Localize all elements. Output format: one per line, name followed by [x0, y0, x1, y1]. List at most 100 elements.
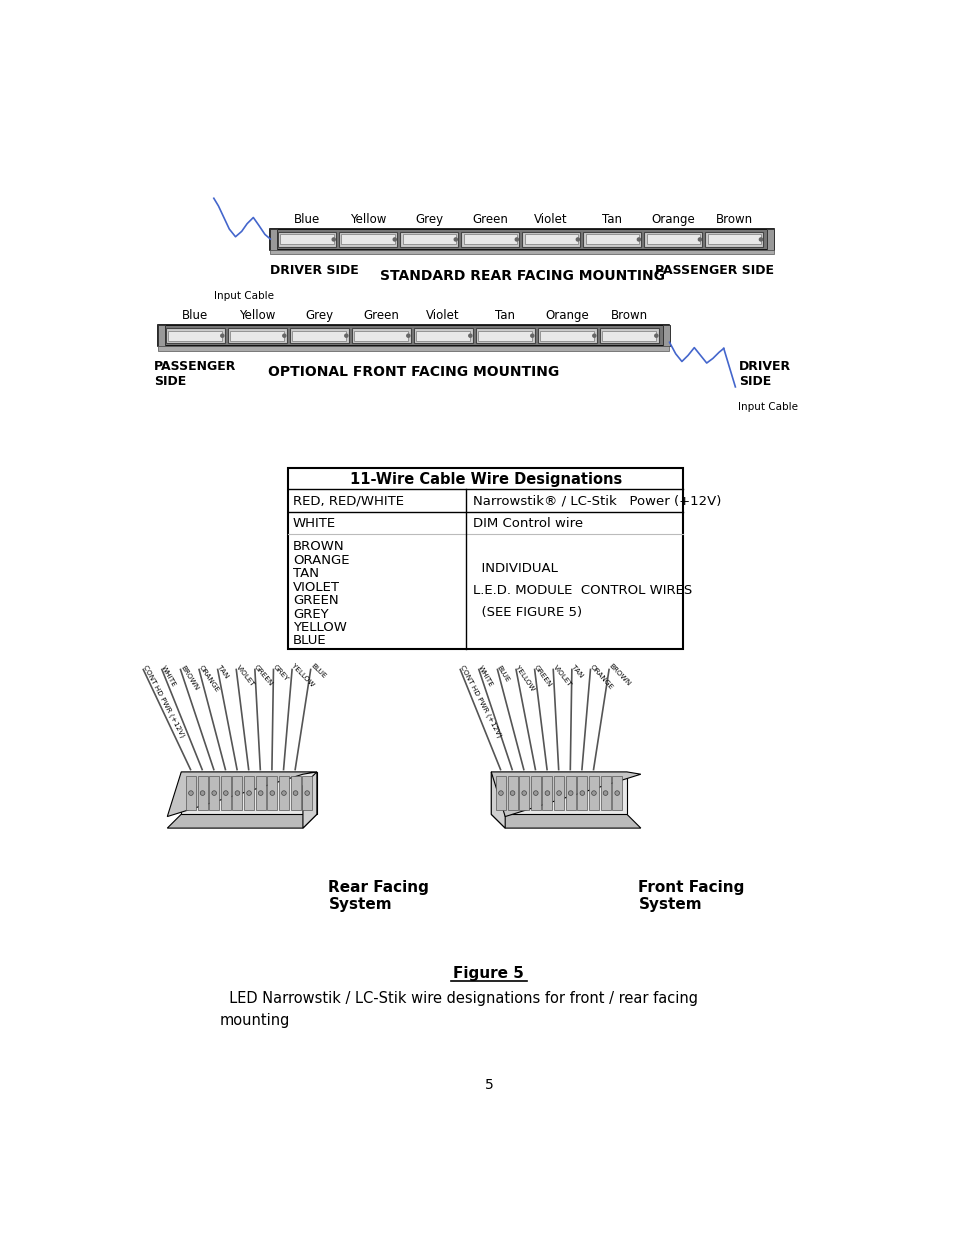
Bar: [565, 776, 575, 810]
Bar: [209, 776, 219, 810]
Text: LED Narrowstik / LC-Stik wire designations for front / rear facing
mounting: LED Narrowstik / LC-Stik wire designatio…: [220, 990, 698, 1028]
Text: Input Cable: Input Cable: [737, 401, 797, 411]
Text: Orange: Orange: [545, 309, 588, 322]
Circle shape: [270, 790, 274, 795]
Circle shape: [332, 238, 335, 241]
Text: CONT HD PWR (+12V): CONT HD PWR (+12V): [458, 664, 502, 739]
Bar: [612, 776, 621, 810]
Bar: [158, 325, 165, 346]
Text: BLUE: BLUE: [309, 663, 326, 680]
Bar: [463, 235, 517, 245]
Circle shape: [592, 335, 596, 337]
Bar: [354, 331, 408, 341]
Text: VIOLET: VIOLET: [551, 663, 572, 688]
Bar: [290, 329, 348, 343]
Circle shape: [223, 790, 228, 795]
Circle shape: [521, 790, 526, 795]
Text: ORANGE: ORANGE: [588, 663, 614, 690]
Circle shape: [579, 790, 584, 795]
Text: CONT HD PWR (+12V): CONT HD PWR (+12V): [142, 664, 185, 739]
Text: TAN: TAN: [216, 663, 229, 679]
Text: GREY: GREY: [293, 608, 328, 620]
Bar: [255, 776, 266, 810]
Bar: [402, 235, 456, 245]
Circle shape: [568, 790, 573, 795]
Text: Rear Facing
System: Rear Facing System: [328, 879, 429, 913]
Text: STANDARD REAR FACING MOUNTING: STANDARD REAR FACING MOUNTING: [379, 269, 664, 283]
Circle shape: [293, 790, 297, 795]
Bar: [399, 232, 457, 247]
Bar: [233, 776, 242, 810]
Circle shape: [344, 335, 348, 337]
Bar: [270, 249, 773, 254]
Polygon shape: [491, 814, 640, 829]
Text: DIM Control wire: DIM Control wire: [472, 517, 582, 530]
Bar: [524, 235, 578, 245]
Text: OPTIONAL FRONT FACING MOUNTING: OPTIONAL FRONT FACING MOUNTING: [268, 364, 558, 379]
Bar: [601, 331, 656, 341]
Text: Blue: Blue: [294, 212, 320, 226]
Bar: [646, 235, 700, 245]
Bar: [302, 776, 312, 810]
Circle shape: [468, 335, 472, 337]
Bar: [278, 232, 335, 247]
Circle shape: [406, 335, 410, 337]
Text: TAN: TAN: [570, 663, 583, 678]
Bar: [477, 331, 532, 341]
Text: Input Cable: Input Cable: [213, 290, 274, 300]
Bar: [352, 329, 410, 343]
Circle shape: [247, 790, 252, 795]
Circle shape: [530, 335, 534, 337]
Text: Violet: Violet: [426, 309, 459, 322]
Circle shape: [454, 238, 456, 241]
Bar: [554, 776, 563, 810]
Bar: [599, 776, 610, 810]
Bar: [158, 325, 669, 346]
Circle shape: [544, 790, 549, 795]
Bar: [168, 331, 222, 341]
Text: 11-Wire Cable Wire Designations: 11-Wire Cable Wire Designations: [350, 472, 621, 488]
Bar: [704, 232, 762, 247]
Polygon shape: [167, 772, 316, 816]
Text: Green: Green: [363, 309, 398, 322]
Text: TAN: TAN: [293, 567, 318, 580]
Bar: [577, 776, 587, 810]
Bar: [270, 228, 773, 249]
Bar: [280, 235, 334, 245]
Bar: [158, 346, 669, 351]
Text: ORANGE: ORANGE: [293, 553, 349, 567]
Circle shape: [510, 790, 515, 795]
Polygon shape: [167, 814, 316, 829]
Bar: [197, 776, 208, 810]
Bar: [341, 235, 395, 245]
Text: VIOLET: VIOLET: [293, 580, 339, 594]
Circle shape: [615, 790, 618, 795]
Polygon shape: [491, 772, 505, 829]
Text: INDIVIDUAL
L.E.D. MODULE  CONTROL WIRES
  (SEE FIGURE 5): INDIVIDUAL L.E.D. MODULE CONTROL WIRES (…: [472, 562, 691, 619]
Text: BROWN: BROWN: [179, 664, 199, 692]
Bar: [707, 235, 760, 245]
Circle shape: [654, 335, 658, 337]
Text: DRIVER SIDE: DRIVER SIDE: [270, 264, 358, 277]
Text: Green: Green: [472, 212, 508, 226]
Circle shape: [281, 790, 286, 795]
Text: BROWN: BROWN: [607, 663, 631, 688]
Text: GREEN: GREEN: [293, 594, 338, 608]
Circle shape: [498, 790, 503, 795]
Bar: [288, 468, 682, 648]
Circle shape: [200, 790, 205, 795]
Bar: [186, 776, 195, 810]
Circle shape: [258, 790, 263, 795]
Bar: [270, 228, 277, 249]
Bar: [220, 776, 231, 810]
Circle shape: [759, 238, 761, 241]
Bar: [530, 776, 540, 810]
Text: PASSENGER
SIDE: PASSENGER SIDE: [154, 359, 236, 388]
Text: YELLOW: YELLOW: [514, 664, 536, 692]
Bar: [643, 232, 701, 247]
Polygon shape: [303, 772, 316, 829]
Circle shape: [698, 238, 700, 241]
Text: GREEN: GREEN: [253, 663, 274, 687]
Bar: [228, 329, 286, 343]
Text: GREEN: GREEN: [533, 663, 553, 688]
